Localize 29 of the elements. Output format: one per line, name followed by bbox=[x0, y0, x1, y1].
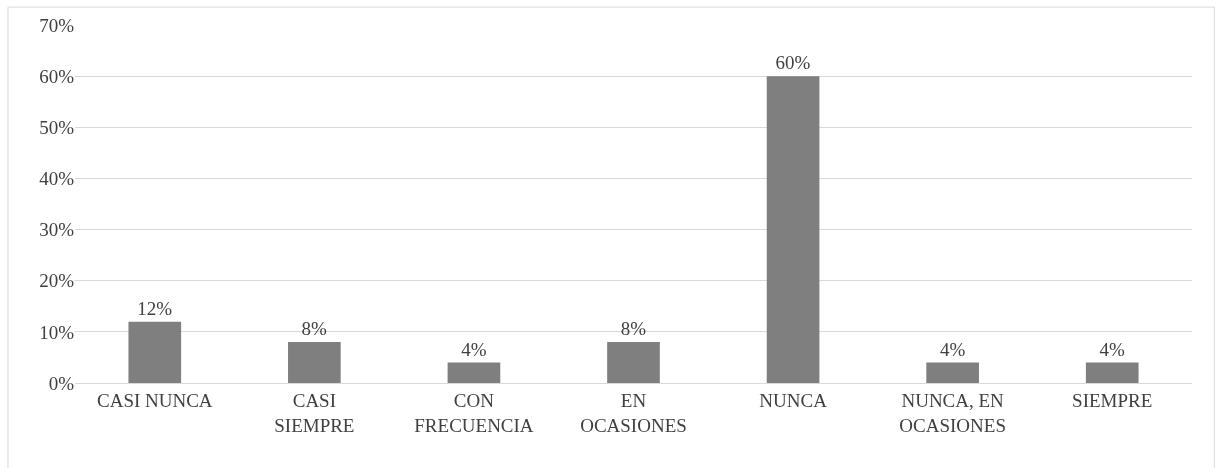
y-tick-label: 40% bbox=[39, 168, 75, 190]
bar bbox=[288, 342, 341, 383]
x-tick-label: CASI NUNCA bbox=[96, 389, 213, 411]
x-tick-label: EN OCASIONES bbox=[580, 389, 687, 436]
data-label: 8% bbox=[301, 318, 328, 340]
bar bbox=[766, 76, 820, 383]
bar bbox=[1085, 362, 1139, 383]
x-tick-label: NUNCA, EN OCASIONES bbox=[899, 389, 1006, 436]
x-tick-label: NUNCA bbox=[759, 389, 828, 411]
y-tick-label: 0% bbox=[48, 372, 75, 394]
x-tick-label: CASI SIEMPRE bbox=[274, 389, 355, 436]
y-tick-label: 50% bbox=[39, 116, 75, 138]
x-tick-label: SIEMPRE bbox=[1072, 389, 1153, 411]
bar bbox=[447, 362, 501, 383]
data-label: 4% bbox=[1099, 338, 1125, 360]
y-tick-label: 60% bbox=[39, 65, 75, 87]
data-label: 4% bbox=[939, 338, 966, 360]
bar bbox=[926, 362, 979, 383]
data-label: 8% bbox=[620, 318, 647, 340]
data-label: 12% bbox=[137, 297, 173, 319]
y-tick-label: 20% bbox=[39, 270, 75, 292]
y-tick-label: 10% bbox=[39, 321, 75, 343]
x-tick-label: CON FRECUENCIA bbox=[414, 389, 534, 436]
y-tick-label: 30% bbox=[39, 219, 75, 241]
data-label: 60% bbox=[775, 52, 811, 74]
bar bbox=[607, 342, 660, 383]
bar bbox=[128, 321, 182, 383]
y-tick-label: 70% bbox=[39, 14, 75, 36]
data-label: 4% bbox=[461, 338, 487, 360]
